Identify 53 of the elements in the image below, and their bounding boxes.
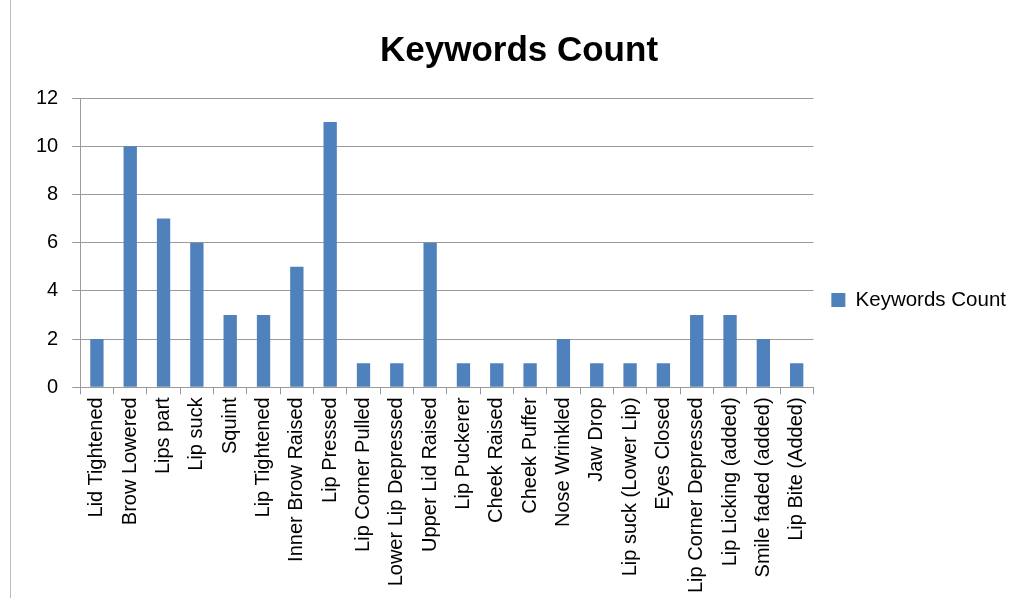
bar <box>690 315 704 387</box>
bar <box>423 242 437 387</box>
x-tick-label: Lip Corner Pulled <box>351 397 373 552</box>
bar <box>290 266 304 387</box>
bar <box>123 146 137 387</box>
bar <box>790 363 804 387</box>
x-tick-label: Lip Tightened <box>251 397 274 518</box>
x-tick-label: Lip Licking (added) <box>717 397 740 567</box>
y-tick-label: 12 <box>36 85 59 108</box>
bar <box>256 315 271 387</box>
x-tick-label: Cheek Raised <box>484 397 507 523</box>
y-tick-label: 4 <box>47 278 59 301</box>
y-tick-label: 8 <box>47 181 59 204</box>
x-tick-label: Lip suck <box>184 396 207 471</box>
y-tick-label: 2 <box>47 326 59 349</box>
bar <box>390 363 404 387</box>
bar <box>323 122 337 387</box>
bar <box>756 339 771 387</box>
x-tick-label: Lower Lip Depressed <box>384 397 407 587</box>
x-tick-label: Lip Pressed <box>317 397 340 503</box>
x-tick-label: Nose Wrinkled <box>550 397 573 528</box>
bar <box>490 363 504 387</box>
x-tick-label: Lip Corner Depressed <box>684 397 707 593</box>
bar <box>556 339 571 387</box>
x-tick-label: Upper Lid Raised <box>417 397 440 552</box>
bar <box>90 339 104 387</box>
bar <box>590 363 604 387</box>
x-tick-label: Eyes Closed <box>650 397 673 510</box>
bar <box>190 242 204 387</box>
bar <box>456 363 471 387</box>
bar <box>223 315 237 387</box>
bar <box>623 363 637 387</box>
chart-title: Keywords Count <box>379 28 659 68</box>
x-tick-label: Lip suck (Lower Lip) <box>617 397 640 577</box>
bar <box>723 315 737 387</box>
bar <box>656 363 671 387</box>
x-tick-label: Brow Lowered <box>117 397 140 526</box>
x-tick-label: Lip Bite (Added) <box>784 397 807 541</box>
x-tick-label: Inner Brow Raised <box>284 397 307 562</box>
y-tick-label: 0 <box>47 374 59 397</box>
bar <box>523 363 537 387</box>
x-tick-label: Jaw Drop <box>584 397 607 482</box>
x-tick-label: Lips part <box>151 396 174 475</box>
y-tick-label: 6 <box>47 230 59 253</box>
bar <box>356 363 371 387</box>
bar <box>156 218 171 387</box>
x-tick-label: Lip Puckerer <box>450 397 473 510</box>
x-tick-label: Cheek Puffer <box>517 397 540 514</box>
y-tick-label: 10 <box>36 133 59 156</box>
x-tick-label: Squint <box>217 396 240 455</box>
x-tick-label: Lid Tightened <box>84 397 107 518</box>
legend-label: Keywords Count <box>855 286 1007 310</box>
x-tick-label: Smile faded (added) <box>750 397 773 578</box>
